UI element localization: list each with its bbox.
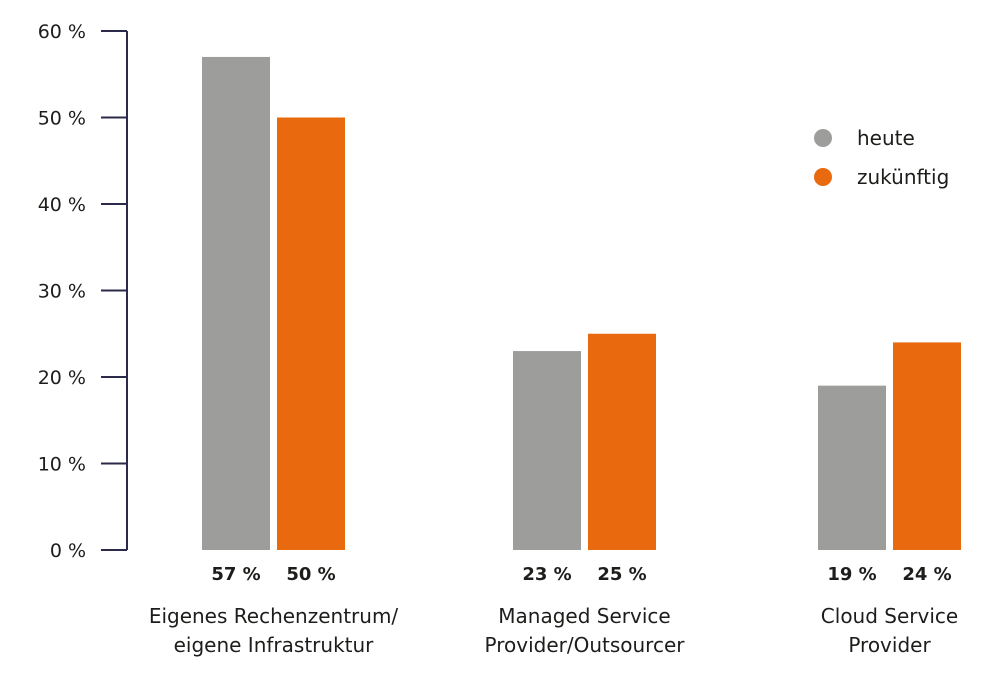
category-label: Cloud Service <box>821 604 958 628</box>
bar-value-label: 57 % <box>211 564 260 585</box>
bars <box>202 56 961 550</box>
y-tick-label: 10 % <box>38 454 86 476</box>
legend: heute zukünftig <box>814 126 949 189</box>
bar-value-label: 23 % <box>522 564 571 585</box>
bar-zukuenftig <box>588 333 656 550</box>
y-tick-label: 20 % <box>38 367 86 389</box>
y-axis: 0 % 10 % 20 % 30 % 40 % 50 % 60 % <box>38 21 128 562</box>
bar-value-label: 24 % <box>902 564 951 585</box>
bar-heute <box>513 351 581 550</box>
category-label: eigene Infrastruktur <box>174 633 375 657</box>
value-labels: 57 % 50 % 23 % 25 % 19 % 24 % <box>211 564 951 585</box>
bar-value-label: 50 % <box>286 564 335 585</box>
bar-zukuenftig <box>893 342 961 550</box>
category-label: Provider/Outsourcer <box>485 633 686 657</box>
bar-heute <box>202 56 270 550</box>
y-tick-label: 30 % <box>38 281 86 303</box>
legend-marker <box>814 168 832 186</box>
bar-value-label: 19 % <box>827 564 876 585</box>
y-tick-label: 0 % <box>50 540 86 562</box>
y-tick-label: 40 % <box>38 194 86 216</box>
category-label: Managed Service <box>498 604 670 628</box>
bar-heute <box>818 385 886 550</box>
bar-value-label: 25 % <box>597 564 646 585</box>
legend-marker <box>814 129 832 147</box>
category-label: Provider <box>848 633 931 657</box>
y-tick-label: 60 % <box>38 21 86 43</box>
category-labels: Eigenes Rechenzentrum/eigene Infrastrukt… <box>149 604 958 657</box>
y-tick-label: 50 % <box>38 108 86 130</box>
legend-label: zukünftig <box>857 165 949 189</box>
bar-zukuenftig <box>277 117 345 550</box>
category-label: Eigenes Rechenzentrum/ <box>149 604 399 628</box>
legend-label: heute <box>857 126 915 150</box>
